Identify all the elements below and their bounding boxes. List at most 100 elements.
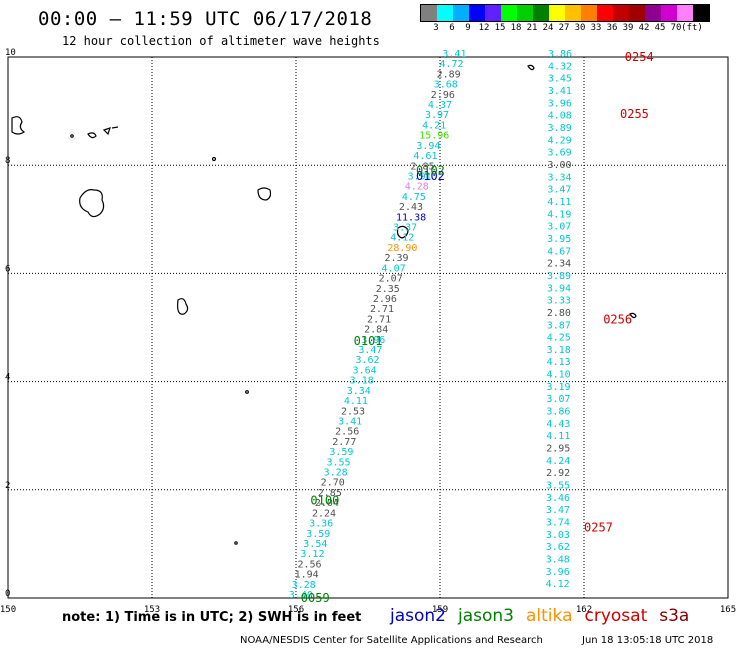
wave-height-value: 3.34 [547, 172, 571, 183]
wave-height-value: 3.41 [548, 86, 572, 97]
x-tick-label: 156 [288, 605, 304, 615]
island-outline [245, 390, 249, 394]
wave-height-value: 4.32 [548, 61, 572, 72]
wave-height-value: 3.74 [546, 518, 570, 529]
pass-id-label: 0102 [416, 169, 445, 183]
wave-height-value: 3.86 [546, 407, 570, 418]
wave-height-value: 28.90 [387, 243, 417, 254]
color-scale-label: 33 [590, 23, 602, 33]
wave-height-value: 3.64 [353, 365, 377, 376]
wave-height-value: 3.54 [303, 539, 327, 550]
wave-height-value: 3.95 [547, 234, 571, 245]
wave-height-value: 4.29 [548, 135, 572, 146]
wave-height-value: 3.37 [393, 223, 417, 234]
color-swatch [613, 5, 629, 21]
island-outline [111, 126, 119, 129]
wave-height-value: 3.59 [329, 447, 353, 458]
color-scale-label: 18 [510, 23, 522, 33]
wave-height-value: 3.55 [326, 457, 350, 468]
color-scale-label: 42 [638, 23, 650, 33]
x-tick-label: 162 [576, 605, 592, 615]
y-tick-label: 2 [5, 481, 10, 491]
wave-height-value: 2.35 [376, 284, 400, 295]
pass-id-label: 0100 [310, 494, 339, 508]
wave-height-value: 4.10 [547, 370, 571, 381]
x-tick-label: 165 [720, 605, 736, 615]
x-tick-label: 150 [0, 605, 16, 615]
wave-height-value: 2.53 [341, 406, 365, 417]
map-subtitle: 12 hour collection of altimeter wave hei… [62, 34, 380, 48]
wave-height-value: 3.28 [292, 580, 316, 591]
color-swatch [469, 5, 485, 21]
wave-height-value: 4.28 [405, 182, 429, 193]
wave-height-value: 3.96 [361, 335, 385, 346]
wave-height-value: 4.43 [546, 419, 570, 430]
wave-height-value: 3.86 [548, 49, 572, 60]
pass-id-label: 0059 [301, 591, 330, 605]
wave-height-value: 3.96 [548, 98, 572, 109]
wave-height-value: 4.72 [440, 59, 464, 70]
wave-height-value: 3.59 [306, 529, 330, 540]
color-scale-label: 45 [654, 23, 666, 33]
map-frame [7, 56, 729, 599]
wave-height-value: 4.11 [546, 431, 570, 442]
color-scale-label: 6 [449, 23, 455, 33]
wave-height-value: 3.89 [547, 271, 571, 282]
wave-height-value: 4.67 [547, 246, 571, 257]
color-swatch [597, 5, 613, 21]
wave-height-value: 3.46 [546, 493, 570, 504]
wave-height-value: 3.07 [546, 394, 570, 405]
wave-height-value: 2.92 [546, 468, 570, 479]
wave-height-value: 3.18 [350, 376, 374, 387]
wave-height-value: 4.07 [382, 263, 406, 274]
legend-item: s3a [659, 606, 690, 626]
color-scale-label: 9 [465, 23, 471, 33]
wave-height-value: 3.47 [547, 185, 571, 196]
wave-height-value: 3.97 [425, 110, 449, 121]
wave-height-value: 3.62 [546, 542, 570, 553]
island-outline [177, 298, 189, 315]
generated-timestamp: Jun 18 13:05:18 UTC 2018 [582, 635, 714, 646]
wave-height-value: 4.25 [547, 333, 571, 344]
color-scale-label: 27 [558, 23, 570, 33]
y-tick-label: 8 [5, 156, 10, 166]
color-scale-label: 12 [478, 23, 490, 33]
color-swatch [677, 5, 693, 21]
wave-height-value: 3.94 [547, 283, 571, 294]
wave-height-value: 2.85 [411, 161, 435, 172]
color-swatch [421, 5, 437, 21]
pass-id-label: 0256 [603, 312, 632, 326]
wave-height-value: 4.13 [547, 357, 571, 368]
wave-height-value: 3.28 [324, 468, 348, 479]
wave-height-value: 3.47 [358, 345, 382, 356]
wave-height-value: 3.89 [548, 123, 572, 134]
color-swatch [501, 5, 517, 21]
wave-height-value: 4.24 [546, 456, 570, 467]
wave-height-value: 4.19 [547, 209, 571, 220]
pass-id-label: 0255 [620, 107, 649, 121]
pass-id-label: 0101 [354, 334, 383, 348]
color-swatch [629, 5, 645, 21]
island-outline [257, 187, 272, 201]
wave-height-value: 3.19 [546, 382, 570, 393]
color-swatch [565, 5, 581, 21]
wave-height-value: 2.95 [546, 444, 570, 455]
wave-height-value: 4.37 [428, 100, 452, 111]
wave-height-value: 3.55 [546, 481, 570, 492]
altimeter-tracks: 3.403.281.942.563.123.543.593.362.242.04… [289, 49, 572, 601]
color-scale-label: (ft) [681, 23, 703, 33]
wave-height-value: 2.80 [547, 308, 571, 319]
color-scale-label: 39 [622, 23, 634, 33]
color-scale-label: 24 [542, 23, 554, 33]
gridlines [8, 57, 728, 598]
y-tick-label: 4 [5, 373, 10, 383]
wave-height-value: 3.68 [434, 80, 458, 91]
color-scale-bar [420, 4, 710, 22]
color-scale-label: 36 [606, 23, 618, 33]
color-swatch [437, 5, 453, 21]
island-outline [396, 225, 409, 239]
wave-height-value: 2.24 [312, 508, 336, 519]
footer-note: note: 1) Time is in UTC; 2) SWH is in fe… [62, 610, 362, 625]
